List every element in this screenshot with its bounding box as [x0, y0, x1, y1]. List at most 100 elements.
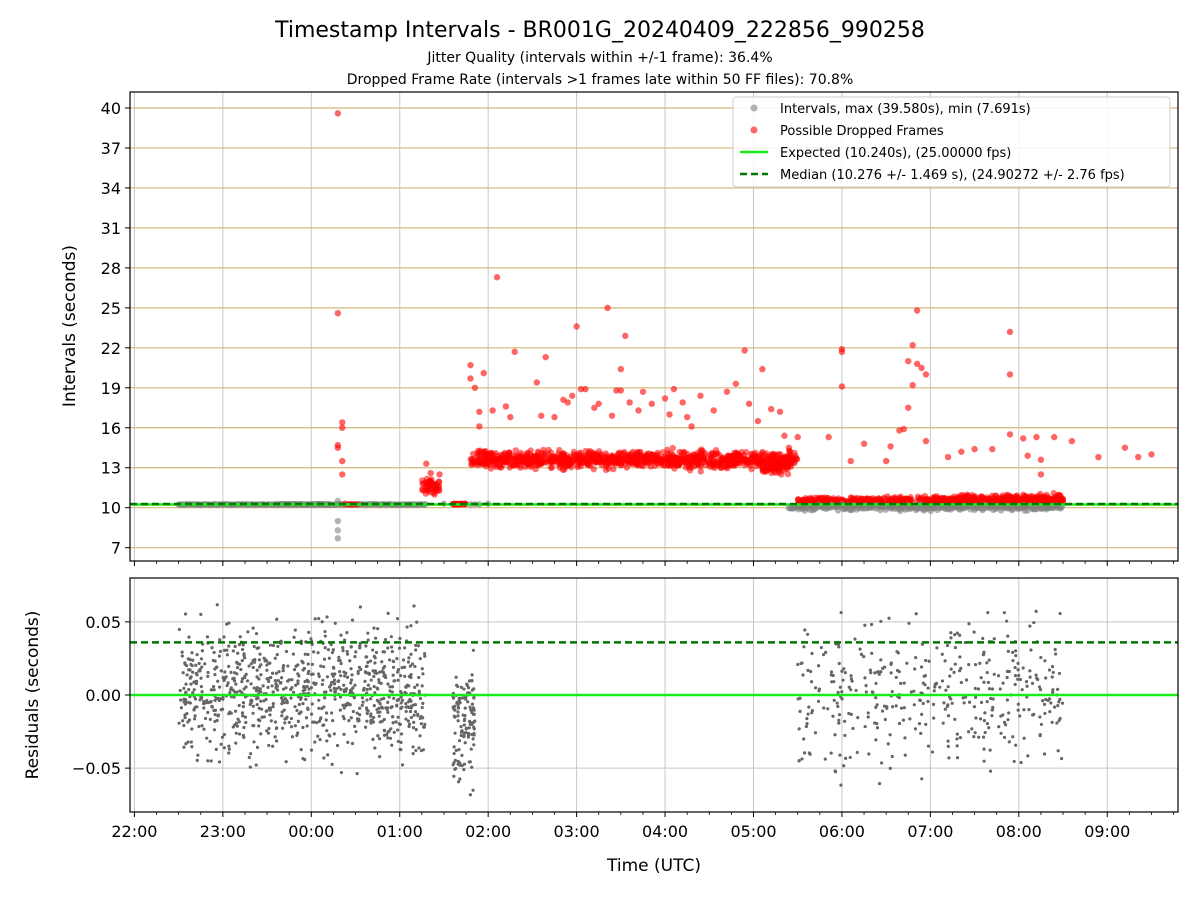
residual-point [187, 635, 191, 639]
residual-point [414, 728, 418, 732]
residual-point [940, 679, 945, 683]
residual-point [454, 748, 458, 753]
residual-point [257, 665, 262, 669]
residual-point [244, 720, 248, 725]
residual-point [258, 719, 262, 723]
residual-point [964, 695, 968, 699]
residual-point [200, 649, 205, 653]
residual-point [232, 695, 236, 699]
residual-point [199, 612, 203, 617]
residual-point [269, 719, 273, 723]
residual-point [339, 687, 343, 691]
residual-point [306, 706, 310, 710]
residual-point [235, 690, 239, 694]
residual-point [378, 702, 382, 706]
residual-point [914, 655, 918, 660]
residual-point [398, 636, 402, 641]
residual-point [467, 731, 471, 736]
residual-point [188, 701, 192, 705]
dropped-frame-point [1008, 495, 1016, 502]
residual-point [453, 767, 457, 771]
residual-point [180, 650, 184, 654]
residual-point [452, 774, 456, 778]
residual-point [890, 754, 894, 759]
residual-point [219, 669, 223, 673]
residual-point [296, 719, 300, 723]
residual-point [217, 760, 222, 764]
residual-point [195, 705, 199, 709]
residual-point [802, 737, 806, 741]
residual-point [206, 710, 210, 715]
residual-point [403, 690, 407, 694]
dropped-frame-point [661, 456, 669, 464]
residual-point [849, 688, 853, 692]
residual-point [399, 740, 403, 744]
dropped-frame-point [1006, 328, 1014, 336]
residual-point [349, 678, 354, 682]
residual-point [838, 685, 842, 689]
residual-point [257, 724, 261, 728]
residual-point [375, 698, 379, 702]
residual-point [816, 664, 821, 668]
residual-point [805, 721, 809, 726]
residual-point [324, 711, 329, 715]
residual-point [835, 701, 839, 705]
residual-point [250, 698, 254, 703]
dropped-frame-point [838, 348, 846, 356]
residual-point [305, 724, 309, 728]
residual-point [338, 708, 342, 712]
residual-point [1030, 681, 1035, 685]
residual-point [262, 699, 266, 703]
residual-point [985, 670, 989, 675]
residual-point [919, 731, 923, 735]
residual-point [327, 733, 331, 737]
residual-point [333, 697, 337, 701]
residual-point [888, 766, 892, 770]
residual-point [466, 735, 470, 739]
residual-point [282, 708, 286, 712]
dropped-frame-point [909, 341, 916, 349]
residual-point [192, 680, 196, 684]
residual-point [374, 636, 378, 640]
residual-point [392, 696, 396, 700]
residual-point [346, 675, 350, 679]
residual-point [254, 763, 258, 767]
dropped-frame-point [882, 457, 890, 465]
residual-point [970, 727, 974, 731]
residual-point [195, 653, 199, 657]
dropped-frame-point [913, 307, 921, 314]
residual-point [797, 727, 801, 731]
dropped-frame-point [767, 405, 775, 413]
dropped-frame-point [573, 323, 580, 330]
residual-point [206, 674, 210, 678]
residual-point [280, 710, 284, 714]
residual-point [470, 722, 474, 726]
dropped-frame-point [917, 495, 924, 503]
dropped-frame-point [695, 459, 703, 467]
residual-point [981, 636, 985, 641]
residual-point [331, 648, 335, 652]
residual-point [183, 661, 187, 665]
residual-point [371, 737, 375, 741]
residual-point [294, 683, 298, 687]
dropped-frame-point [423, 460, 430, 467]
residual-point [855, 750, 859, 755]
residual-point [407, 684, 411, 688]
residual-point [376, 627, 380, 631]
residual-point [213, 713, 217, 717]
dropped-frame-point [334, 444, 342, 451]
residual-point [467, 679, 472, 683]
residual-point [367, 672, 371, 676]
residual-point [412, 720, 416, 724]
dropped-frame-point [533, 379, 541, 386]
dropped-frame-point [791, 449, 798, 457]
residual-point [989, 696, 993, 701]
residual-point [354, 650, 358, 654]
dropped-frame-point [527, 463, 535, 471]
residual-point [459, 730, 464, 734]
dropped-frame-point [697, 468, 704, 475]
residual-point [191, 670, 195, 674]
residual-point [265, 709, 269, 713]
residual-point [1051, 670, 1055, 675]
residual-point [188, 668, 192, 672]
